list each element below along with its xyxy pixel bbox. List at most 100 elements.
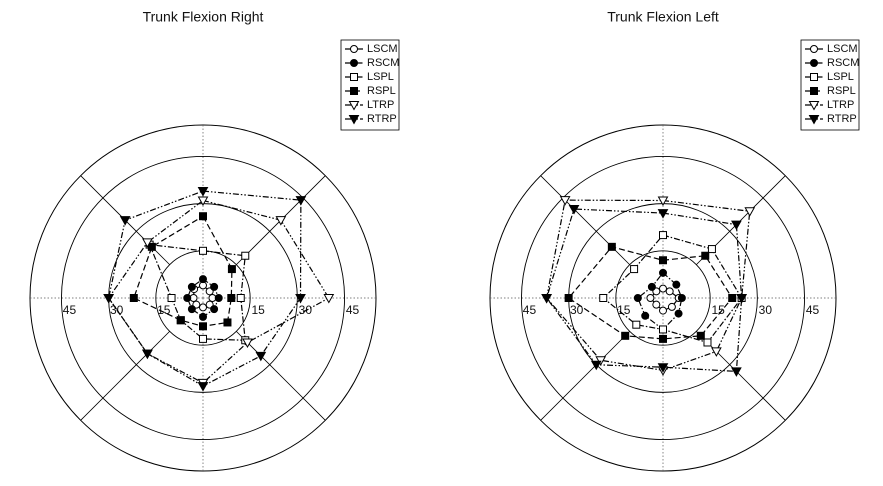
r-tick-label: 45 — [523, 303, 537, 317]
marker — [808, 115, 820, 125]
marker — [659, 256, 667, 265]
marker — [659, 334, 667, 343]
marker — [119, 216, 131, 226]
marker — [214, 294, 223, 302]
marker — [657, 196, 669, 207]
marker — [323, 294, 335, 304]
marker — [275, 216, 287, 226]
marker — [187, 305, 196, 314]
series-line — [567, 246, 733, 340]
marker — [350, 59, 358, 67]
marker — [183, 294, 192, 302]
series-line — [545, 208, 743, 373]
marker — [147, 242, 156, 251]
grid-circle — [615, 250, 711, 346]
marker — [348, 101, 360, 111]
marker — [223, 318, 232, 327]
legend-label: RTRP — [367, 113, 397, 125]
marker — [568, 205, 580, 215]
marker — [227, 265, 236, 274]
marker — [810, 59, 818, 67]
legend-label: LTRP — [827, 99, 854, 111]
spoke — [236, 331, 326, 421]
marker — [295, 294, 306, 304]
marker — [197, 382, 209, 392]
marker — [295, 196, 307, 206]
r-tick-label: 45 — [346, 303, 360, 317]
marker — [350, 45, 358, 53]
marker — [808, 101, 820, 111]
marker — [810, 87, 818, 95]
chart-title: Trunk Flexion Right — [143, 9, 264, 25]
marker — [677, 294, 686, 302]
chart-title: Trunk Flexion Left — [607, 9, 719, 25]
marker — [142, 349, 153, 360]
marker — [599, 294, 608, 302]
series-line — [545, 199, 751, 371]
marker — [703, 338, 712, 347]
marker — [241, 251, 250, 260]
grid-circle — [521, 156, 805, 440]
marker — [674, 309, 683, 318]
marker — [659, 306, 667, 315]
marker — [707, 245, 716, 254]
series-line — [107, 199, 330, 384]
legend-label: RSCM — [827, 57, 859, 69]
marker — [744, 207, 756, 217]
marker — [736, 294, 747, 304]
r-tick-label: 45 — [63, 303, 77, 317]
marker — [167, 294, 176, 302]
marker — [348, 115, 360, 125]
marker — [197, 187, 209, 197]
marker — [350, 87, 358, 95]
grid-circle — [61, 156, 345, 440]
marker — [236, 294, 245, 302]
marker — [176, 316, 185, 325]
marker — [350, 73, 358, 81]
marker — [607, 242, 616, 251]
r-tick-label: 30 — [759, 303, 773, 317]
marker — [810, 73, 818, 81]
marker — [667, 302, 676, 311]
marker — [659, 231, 667, 240]
marker — [199, 322, 207, 331]
marker — [142, 238, 153, 248]
marker — [103, 294, 114, 304]
spoke — [540, 331, 630, 421]
marker — [672, 280, 681, 289]
legend-label: LSPL — [827, 71, 854, 83]
marker — [541, 294, 552, 304]
legend-label: LSCM — [827, 43, 858, 55]
marker — [187, 282, 196, 291]
marker — [210, 282, 219, 291]
marker — [199, 275, 207, 284]
spoke — [540, 175, 630, 265]
r-tick-label: 15 — [617, 303, 631, 317]
legend-label: RSPL — [367, 85, 396, 97]
r-tick-label: 15 — [252, 303, 266, 317]
marker — [199, 212, 207, 221]
r-tick-label: 45 — [806, 303, 820, 317]
marker — [630, 265, 639, 274]
legend-label: LSCM — [367, 43, 398, 55]
marker — [641, 311, 650, 320]
marker — [657, 363, 669, 373]
marker — [197, 196, 209, 207]
marker — [647, 282, 656, 291]
marker — [810, 45, 818, 53]
marker — [659, 268, 667, 277]
marker — [731, 367, 742, 377]
marker — [199, 334, 207, 343]
marker — [255, 351, 267, 362]
marker — [621, 331, 630, 340]
marker — [227, 294, 236, 302]
r-tick-label: 30 — [570, 303, 584, 317]
marker — [728, 294, 737, 302]
marker — [633, 294, 642, 302]
marker — [199, 246, 207, 255]
radar-chart: Trunk Flexion Left 15 15 30 30 45 45 LSCM RSCM LS… — [489, 9, 860, 472]
marker — [659, 284, 667, 293]
legend-label: RSPL — [827, 85, 856, 97]
